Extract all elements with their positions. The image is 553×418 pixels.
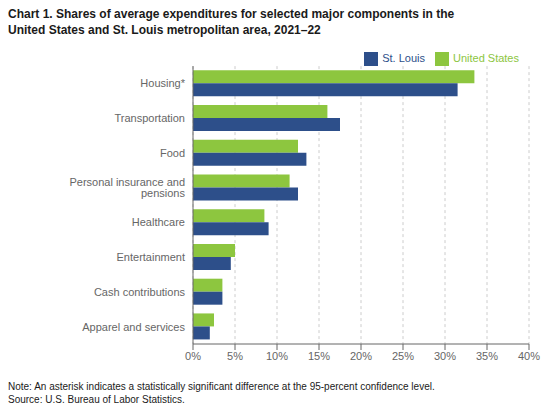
html-text:Note: An asterisk indicates a: Note: An asterisk indicates a statistica…	[8, 381, 435, 392]
html-text:Source: U.S. Bureau of Labor S: Source: U.S. Bureau of Labor Statistics.	[8, 394, 185, 405]
svg-text:30%: 30%	[434, 350, 456, 362]
svg-text:Apparel and services: Apparel and services	[82, 321, 185, 333]
html-text:St. Louis: St. Louis	[382, 52, 425, 64]
svg-text:Healthcare: Healthcare	[132, 216, 185, 228]
svg-text:25%: 25%	[392, 350, 414, 362]
svg-text:0%: 0%	[185, 350, 201, 362]
svg-text:40%: 40%	[518, 350, 540, 362]
svg-text:Entertainment: Entertainment	[117, 251, 185, 263]
html-text:Chart 1. Shares of average exp: Chart 1. Shares of average expenditures …	[8, 7, 455, 21]
svg-text:Transportation: Transportation	[114, 112, 185, 124]
svg-text:Cash contributions: Cash contributions	[94, 286, 186, 298]
html-text:United States: United States	[453, 52, 519, 64]
svg-text:15%: 15%	[308, 350, 330, 362]
svg-text:Personal insurance andpensions: Personal insurance andpensions	[69, 176, 185, 199]
html-text:United States and St. Louis me: United States and St. Louis metropolitan…	[8, 23, 321, 37]
svg-text:10%: 10%	[266, 350, 288, 362]
svg-text:Housing*: Housing*	[140, 77, 185, 89]
svg-text:5%: 5%	[227, 350, 243, 362]
svg-text:20%: 20%	[350, 350, 372, 362]
svg-text:35%: 35%	[476, 350, 498, 362]
svg-text:Food: Food	[160, 147, 185, 159]
